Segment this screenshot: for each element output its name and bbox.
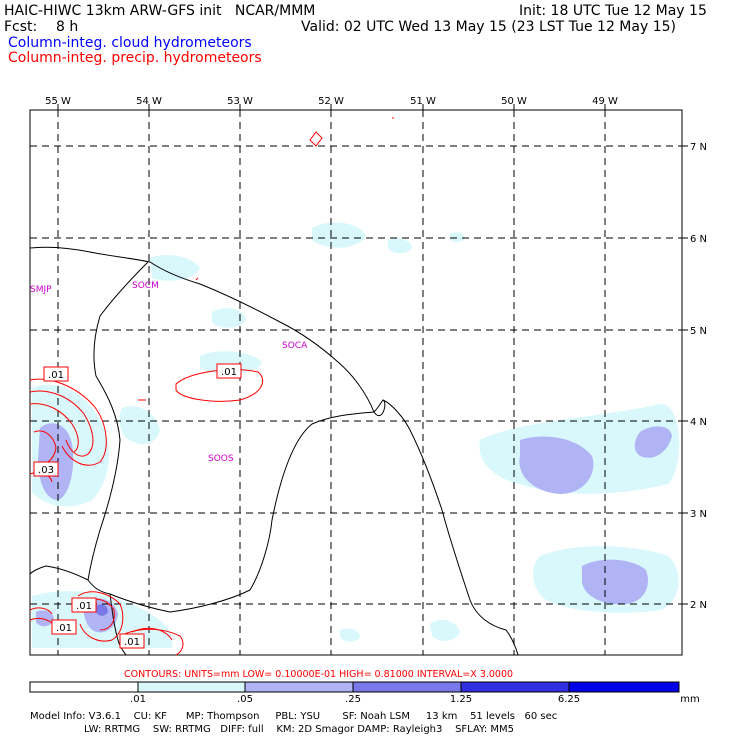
field-precip-label: Column-integ. precip. hydrometeors bbox=[8, 50, 262, 66]
coastlines bbox=[29, 246, 519, 656]
lat-label: 5 N bbox=[690, 326, 707, 337]
station-label: SOCM bbox=[132, 281, 159, 291]
contour-label: .01 bbox=[48, 370, 64, 381]
colorbar-label: 6.25 bbox=[557, 694, 581, 705]
contour-label: .01 bbox=[76, 601, 92, 612]
forecast-label: Fcst: bbox=[4, 19, 38, 35]
colorbar-label: 1.25 bbox=[449, 694, 473, 705]
colorbar-label: .05 bbox=[237, 694, 253, 705]
colorbar bbox=[29, 681, 680, 693]
contour-label: .01 bbox=[124, 637, 140, 648]
contours-info: CONTOURS: UNITS=mm LOW= 0.10000E-01 HIGH… bbox=[124, 669, 513, 680]
lat-label: 2 N bbox=[690, 600, 707, 611]
station-label: SOCA bbox=[282, 341, 308, 351]
model-title: HAIC-HIWC 13km ARW-GFS init NCAR/MMM bbox=[4, 3, 316, 19]
lon-label: 50 W bbox=[501, 96, 527, 107]
lat-label: 6 N bbox=[690, 234, 707, 245]
field-cloud-label: Column-integ. cloud hydrometeors bbox=[8, 35, 252, 51]
lon-label: 53 W bbox=[227, 96, 253, 107]
lon-label: 52 W bbox=[318, 96, 344, 107]
cloud-shading-light bbox=[32, 222, 680, 648]
map-frame bbox=[29, 109, 683, 656]
cloud-shading-dark bbox=[96, 604, 108, 616]
lon-label: 54 W bbox=[136, 96, 162, 107]
valid-time: Valid: 02 UTC Wed 13 May 15 (23 LST Tue … bbox=[301, 19, 676, 35]
contour-label: .03 bbox=[38, 465, 54, 476]
lat-label: 4 N bbox=[690, 417, 707, 428]
colorbar-label: .01 bbox=[130, 694, 146, 705]
precip-contours bbox=[29, 117, 394, 656]
model-info-line1: Model Info: V3.6.1 CU: KF MP: Thompson P… bbox=[30, 711, 558, 722]
model-info-line2: LW: RRTMG SW: RRTMG DIFF: full KM: 2D Sm… bbox=[84, 724, 514, 735]
station-label: SMJP bbox=[30, 285, 52, 295]
colorbar-units: mm bbox=[680, 694, 700, 705]
axis-ticks bbox=[57, 104, 688, 605]
lat-label: 7 N bbox=[690, 142, 707, 153]
colorbar-label: .25 bbox=[345, 694, 361, 705]
init-time: Init: 18 UTC Tue 12 May 15 bbox=[519, 3, 707, 19]
lon-label: 51 W bbox=[410, 96, 436, 107]
station-label: SOOS bbox=[208, 454, 234, 464]
contour-label: .01 bbox=[221, 367, 237, 378]
forecast-hour: 8 h bbox=[56, 19, 79, 35]
contour-label: .01 bbox=[56, 623, 72, 634]
lon-label: 49 W bbox=[592, 96, 618, 107]
lon-label: 55 W bbox=[45, 96, 71, 107]
lat-label: 3 N bbox=[690, 509, 707, 520]
